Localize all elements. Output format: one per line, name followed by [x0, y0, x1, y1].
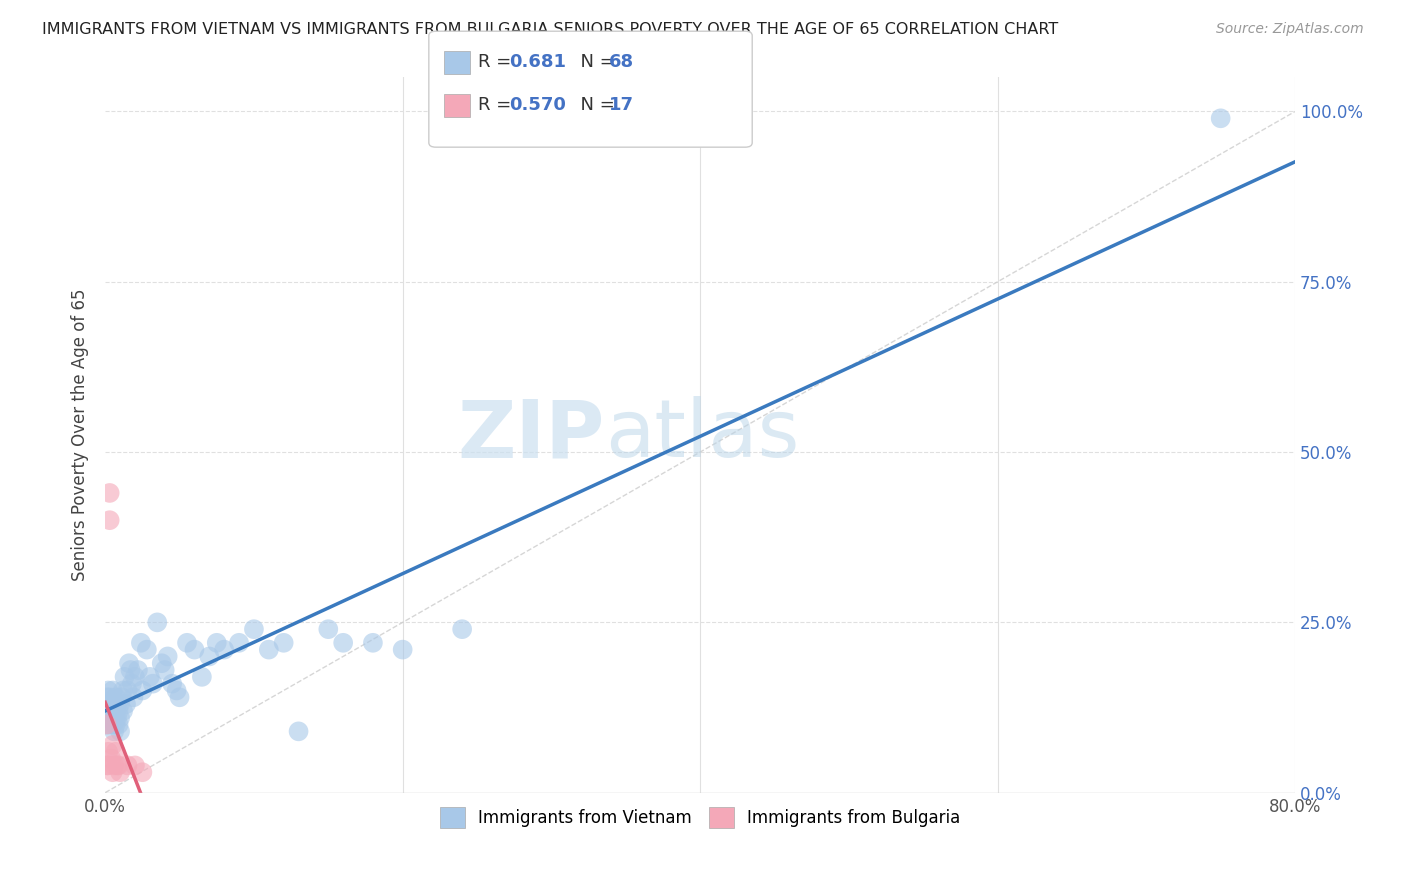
- Point: [124, 758, 146, 772]
- Point: [108, 765, 131, 780]
- Point: [97, 758, 120, 772]
- Point: [156, 649, 179, 664]
- Point: [112, 704, 135, 718]
- Point: [101, 704, 124, 718]
- Point: [101, 717, 124, 731]
- Point: [316, 622, 339, 636]
- Point: [100, 697, 122, 711]
- Legend: Immigrants from Vietnam, Immigrants from Bulgaria: Immigrants from Vietnam, Immigrants from…: [433, 801, 967, 834]
- Point: [96, 717, 118, 731]
- Text: N =: N =: [569, 96, 621, 114]
- Point: [176, 636, 198, 650]
- Point: [107, 717, 129, 731]
- Point: [101, 683, 124, 698]
- Point: [104, 690, 127, 705]
- Point: [97, 745, 120, 759]
- Text: 68: 68: [609, 54, 634, 71]
- Point: [96, 704, 118, 718]
- Point: [117, 683, 139, 698]
- Point: [121, 676, 143, 690]
- Text: 17: 17: [609, 96, 634, 114]
- Point: [139, 670, 162, 684]
- Point: [107, 704, 129, 718]
- Point: [108, 711, 131, 725]
- Point: [361, 636, 384, 650]
- Point: [96, 717, 118, 731]
- Point: [98, 717, 121, 731]
- Point: [257, 642, 280, 657]
- Point: [166, 683, 188, 698]
- Point: [160, 676, 183, 690]
- Point: [103, 758, 125, 772]
- Point: [273, 636, 295, 650]
- Point: [127, 663, 149, 677]
- Point: [131, 765, 153, 780]
- Point: [135, 642, 157, 657]
- Text: ZIP: ZIP: [458, 396, 605, 474]
- Point: [115, 697, 138, 711]
- Point: [212, 642, 235, 657]
- Point: [100, 711, 122, 725]
- Text: 0.681: 0.681: [509, 54, 567, 71]
- Text: 0.570: 0.570: [509, 96, 565, 114]
- Point: [1209, 112, 1232, 126]
- Point: [104, 704, 127, 718]
- Point: [110, 690, 132, 705]
- Point: [120, 663, 142, 677]
- Point: [105, 697, 128, 711]
- Point: [150, 657, 173, 671]
- Point: [169, 690, 191, 705]
- Point: [146, 615, 169, 630]
- Text: IMMIGRANTS FROM VIETNAM VS IMMIGRANTS FROM BULGARIA SENIORS POVERTY OVER THE AGE: IMMIGRANTS FROM VIETNAM VS IMMIGRANTS FR…: [42, 22, 1059, 37]
- Point: [98, 690, 121, 705]
- Point: [451, 622, 474, 636]
- Point: [112, 683, 135, 698]
- Point: [98, 486, 121, 500]
- Text: atlas: atlas: [605, 396, 799, 474]
- Point: [103, 724, 125, 739]
- Point: [243, 622, 266, 636]
- Point: [103, 697, 125, 711]
- Text: R =: R =: [478, 54, 517, 71]
- Point: [118, 657, 141, 671]
- Point: [97, 697, 120, 711]
- Point: [98, 704, 121, 718]
- Point: [391, 642, 413, 657]
- Point: [97, 711, 120, 725]
- Point: [122, 690, 145, 705]
- Point: [105, 758, 128, 772]
- Point: [114, 670, 136, 684]
- Point: [104, 717, 127, 731]
- Point: [96, 690, 118, 705]
- Point: [100, 751, 122, 765]
- Point: [107, 758, 129, 772]
- Point: [97, 683, 120, 698]
- Point: [117, 758, 139, 772]
- Text: Source: ZipAtlas.com: Source: ZipAtlas.com: [1216, 22, 1364, 37]
- Point: [191, 670, 214, 684]
- Point: [129, 636, 152, 650]
- Point: [142, 676, 165, 690]
- Point: [332, 636, 354, 650]
- Y-axis label: Seniors Poverty Over the Age of 65: Seniors Poverty Over the Age of 65: [72, 289, 89, 582]
- Text: N =: N =: [569, 54, 621, 71]
- Point: [108, 724, 131, 739]
- Point: [198, 649, 221, 664]
- Point: [131, 683, 153, 698]
- Point: [101, 738, 124, 752]
- Point: [103, 711, 125, 725]
- Point: [98, 513, 121, 527]
- Point: [96, 758, 118, 772]
- Point: [101, 765, 124, 780]
- Point: [104, 745, 127, 759]
- Point: [205, 636, 228, 650]
- Point: [108, 697, 131, 711]
- Point: [153, 663, 176, 677]
- Text: R =: R =: [478, 96, 517, 114]
- Point: [105, 711, 128, 725]
- Point: [228, 636, 250, 650]
- Point: [287, 724, 309, 739]
- Point: [183, 642, 205, 657]
- Point: [124, 670, 146, 684]
